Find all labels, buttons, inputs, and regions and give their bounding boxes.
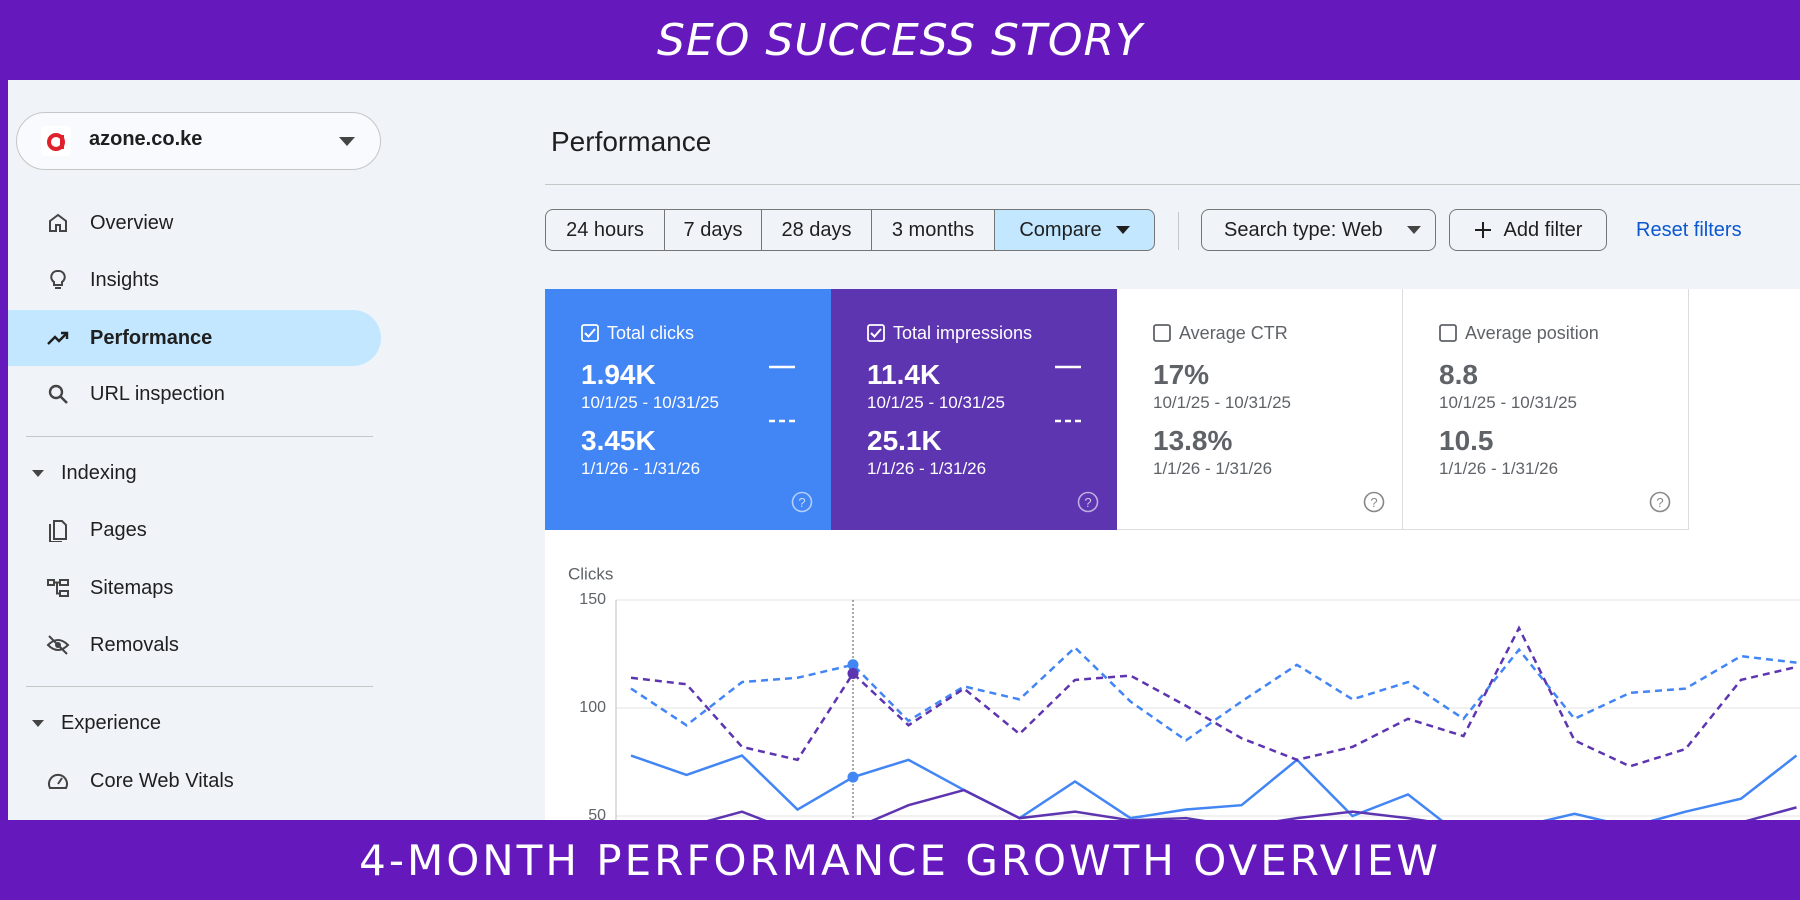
- nav-item-active[interactable]: Performance: [8, 310, 381, 366]
- previous-range: 1/1/26 - 1/31/26: [581, 459, 701, 478]
- line: [630, 754, 1798, 820]
- hover-point: [847, 771, 859, 783]
- range-button[interactable]: 3 months: [871, 209, 995, 251]
- card-label: Average position: [1465, 323, 1599, 343]
- property-name: azone.co.ke: [89, 128, 203, 150]
- nav-item[interactable]: Pages: [8, 502, 381, 558]
- help-icon[interactable]: ?: [1363, 491, 1385, 513]
- nav-label: Sitemaps: [90, 576, 174, 599]
- button-label: 3 months: [891, 218, 975, 241]
- nav-label: Core Web Vitals: [90, 769, 234, 792]
- previous-range: 1/1/26 - 1/31/26: [867, 459, 987, 478]
- range-button[interactable]: Compare: [994, 209, 1155, 251]
- section-title: Indexing: [61, 461, 137, 484]
- nav-label: Pages: [90, 518, 147, 541]
- divider: [545, 184, 1800, 185]
- nav-label: Overview: [90, 211, 174, 234]
- metric-card[interactable]: Average CTR 17% 10/1/25 - 10/31/25 13.8% 1/1…: [1117, 289, 1403, 530]
- y-tick-label: 150: [579, 591, 606, 608]
- current-range: 10/1/25 - 10/31/25: [581, 393, 720, 412]
- help-icon[interactable]: ?: [1649, 491, 1671, 513]
- svg-text:?: ?: [1370, 495, 1377, 510]
- help-icon[interactable]: ?: [791, 491, 813, 513]
- previous-value: 3.45K: [581, 425, 656, 456]
- y-axis-label: Clicks: [568, 564, 613, 583]
- y-tick-label: 50: [588, 807, 606, 820]
- nav-item[interactable]: Insights: [8, 252, 381, 308]
- top-banner: SEO SUCCESS STORY: [0, 0, 1800, 80]
- metric-card[interactable]: Total impressions 11.4K 10/1/25 - 10/31/25…: [831, 289, 1117, 530]
- metric-card[interactable]: Average position 8.8 10/1/25 - 10/31/25 10.…: [1403, 289, 1689, 530]
- range-button[interactable]: 7 days: [664, 209, 762, 251]
- button-label: 24 hours: [566, 218, 644, 241]
- help-icon[interactable]: ?: [1077, 491, 1099, 513]
- button-label: Add filter: [1503, 218, 1583, 241]
- nav-item[interactable]: Removals: [8, 617, 381, 673]
- previous-value: 25.1K: [867, 425, 942, 456]
- dropdown-arrow: [339, 137, 355, 146]
- button-label: Search type: Web: [1224, 218, 1383, 241]
- nav-label: Removals: [90, 633, 179, 656]
- nav-item[interactable]: URL inspection: [8, 366, 381, 422]
- svg-text:?: ?: [798, 495, 805, 510]
- checkbox[interactable]: [1439, 324, 1457, 342]
- nav-item[interactable]: Overview: [8, 195, 381, 251]
- divider: [26, 436, 373, 437]
- nav-label: URL inspection: [90, 382, 225, 405]
- current-range: 10/1/25 - 10/31/25: [1439, 393, 1578, 412]
- range-button[interactable]: 24 hours: [545, 209, 665, 251]
- property-logo: [41, 126, 71, 156]
- property-selector[interactable]: azone.co.ke: [16, 112, 381, 170]
- dropdown-arrow: [1115, 226, 1130, 234]
- add-filter-button[interactable]: Add filter: [1449, 209, 1607, 251]
- legend-lines: [1055, 365, 1081, 423]
- svg-text:?: ?: [1656, 495, 1663, 510]
- current-value: 11.4K: [867, 359, 941, 390]
- metric-card[interactable]: Total clicks 1.94K 10/1/25 - 10/31/25 3.45K…: [545, 289, 831, 530]
- y-tick-label: 100: [579, 699, 606, 716]
- previous-value: 13.8%: [1153, 425, 1233, 456]
- card-label: Total clicks: [607, 323, 695, 343]
- checkbox[interactable]: [581, 324, 599, 342]
- divider: [26, 686, 373, 687]
- nav-item[interactable]: Core Web Vitals: [8, 753, 381, 809]
- separator: [1178, 212, 1179, 250]
- checkbox[interactable]: [867, 324, 885, 342]
- button-label: Compare: [1019, 218, 1102, 241]
- section-header[interactable]: Indexing: [32, 453, 137, 493]
- search-type-button[interactable]: Search type: Web: [1201, 209, 1436, 251]
- hover-point: [847, 659, 859, 671]
- nav-label: Performance: [90, 326, 213, 349]
- current-range: 10/1/25 - 10/31/25: [867, 393, 1006, 412]
- section-header[interactable]: Experience: [32, 703, 161, 743]
- nav-item[interactable]: Sitemaps: [8, 560, 381, 616]
- checkbox[interactable]: [1153, 324, 1171, 342]
- chart: Clicks 50 100 150: [568, 564, 1800, 820]
- current-value: 17%: [1153, 359, 1210, 390]
- section-title: Experience: [61, 711, 162, 734]
- current-range: 10/1/25 - 10/31/25: [1153, 393, 1292, 412]
- svg-text:?: ?: [1084, 495, 1091, 510]
- legend-lines: [769, 365, 795, 423]
- dashed-line: [630, 645, 1797, 742]
- button-label: 28 days: [781, 218, 852, 241]
- previous-range: 1/1/26 - 1/31/26: [1439, 459, 1559, 478]
- bottom-banner: 4-MONTH PERFORMANCE GROWTH OVERVIEW: [0, 820, 1800, 900]
- previous-value: 10.5: [1439, 425, 1494, 456]
- dashed-line: [630, 625, 1797, 768]
- page-title: Performance: [551, 126, 712, 157]
- button-label: 7 days: [683, 218, 743, 241]
- current-value: 1.94K: [581, 359, 656, 390]
- hover-point: [847, 667, 859, 679]
- search-console: azone.co.ke Overview Insights Performanc…: [8, 80, 1800, 820]
- nav-label: Insights: [90, 268, 159, 291]
- previous-range: 1/1/26 - 1/31/26: [1153, 459, 1273, 478]
- card-label: Total impressions: [893, 323, 1033, 343]
- card-label: Average CTR: [1179, 323, 1288, 343]
- current-value: 8.8: [1439, 359, 1478, 390]
- range-button[interactable]: 28 days: [761, 209, 872, 251]
- reset-filters-link[interactable]: Reset filters: [1636, 219, 1742, 241]
